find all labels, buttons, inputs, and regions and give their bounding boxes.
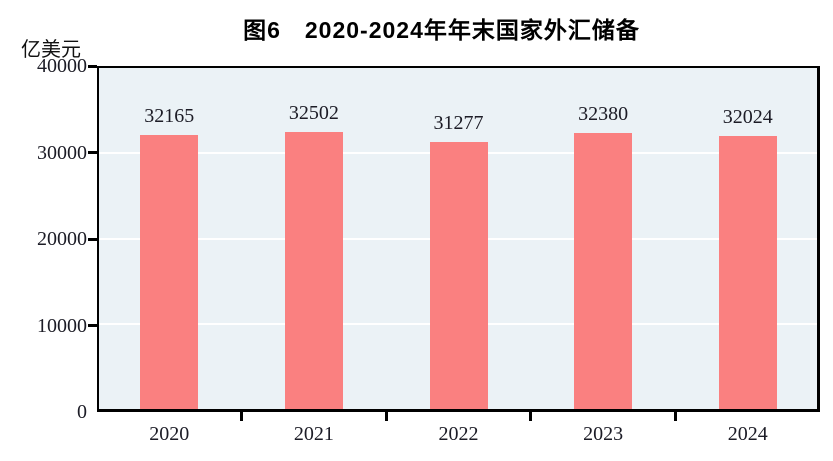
x-axis-tick	[240, 412, 244, 421]
bar-value-label: 31277	[433, 112, 484, 135]
y-axis-tick	[88, 324, 97, 327]
bar-value-label: 32024	[722, 105, 773, 128]
bar-2022	[429, 142, 488, 409]
y-tick-label: 30000	[37, 141, 87, 164]
bar-2021	[284, 131, 343, 409]
x-tick-label: 2024	[727, 423, 768, 445]
y-axis-tick	[88, 64, 97, 68]
y-axis-tick	[88, 237, 97, 241]
x-tick-label: 2023	[583, 423, 624, 445]
bar-2020	[140, 134, 199, 409]
bar-value-label: 32502	[288, 101, 339, 124]
y-tick-label: 40000	[37, 55, 87, 77]
x-axis-tick	[529, 412, 533, 421]
y-tick-label: 20000	[37, 228, 87, 250]
bar-2024	[718, 136, 777, 409]
chart-title: 图6 2020-2024年年末国家外汇储备	[243, 17, 640, 43]
bar-2023	[574, 132, 633, 409]
y-axis-unit-label: 亿美元	[21, 39, 81, 61]
x-tick-label: 2021	[293, 423, 334, 445]
plot-area	[97, 66, 820, 412]
x-tick-label: 2022	[438, 423, 479, 445]
bar-value-label: 32165	[144, 104, 195, 127]
y-tick-label: 10000	[37, 314, 87, 337]
x-tick-label: 2020	[149, 423, 190, 445]
y-tick-label: 0	[77, 401, 87, 423]
x-axis-tick	[673, 412, 677, 421]
y-axis-tick	[88, 151, 97, 154]
bar-value-label: 32380	[578, 102, 629, 125]
x-axis-tick	[384, 412, 388, 421]
